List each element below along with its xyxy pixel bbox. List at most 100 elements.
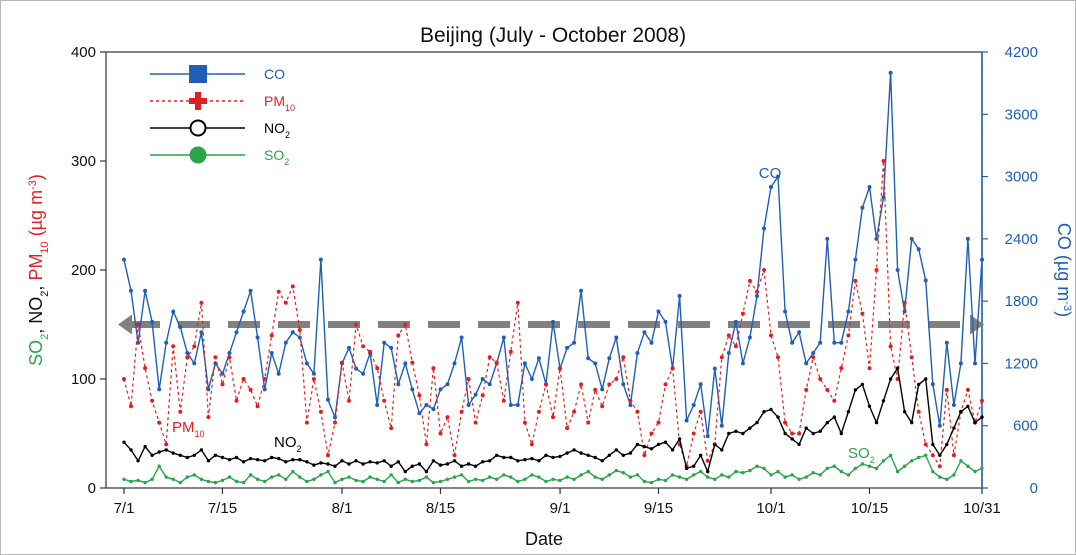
data-point xyxy=(797,330,802,335)
data-point xyxy=(628,403,633,407)
data-point xyxy=(677,475,682,479)
data-point xyxy=(917,455,921,460)
data-point xyxy=(565,475,569,479)
data-point xyxy=(790,473,794,477)
data-point xyxy=(410,360,415,365)
data-point xyxy=(129,448,133,452)
data-point xyxy=(480,377,485,381)
data-point xyxy=(206,459,211,463)
data-point xyxy=(220,371,225,376)
data-point xyxy=(459,335,464,340)
data-point xyxy=(670,473,675,477)
data-point xyxy=(944,387,949,392)
data-point xyxy=(614,377,619,381)
data-point xyxy=(930,453,935,458)
data-point xyxy=(424,475,429,479)
data-point xyxy=(586,453,590,457)
data-point xyxy=(502,455,506,460)
data-point xyxy=(558,454,562,459)
data-point xyxy=(326,453,330,458)
data-point xyxy=(291,458,295,462)
data-point xyxy=(769,407,773,412)
y-right-tick-label: 3000 xyxy=(1005,169,1038,186)
data-point xyxy=(410,464,414,468)
data-point xyxy=(375,403,380,407)
data-point xyxy=(600,459,604,463)
data-point xyxy=(930,382,935,387)
data-point xyxy=(382,479,386,484)
data-point xyxy=(389,345,394,350)
data-point xyxy=(734,429,738,433)
data-point xyxy=(692,473,696,477)
data-point xyxy=(481,478,485,483)
text-part: SO xyxy=(264,147,284,163)
data-point xyxy=(501,398,506,403)
data-point xyxy=(157,450,161,454)
data-point xyxy=(804,475,808,479)
data-point xyxy=(755,464,759,468)
data-point xyxy=(389,464,393,468)
data-point xyxy=(417,411,422,416)
data-point xyxy=(480,393,485,398)
y-right-tick-label: 600 xyxy=(1013,418,1038,435)
data-point xyxy=(783,475,787,479)
legend-marker-circle xyxy=(189,146,207,164)
data-point xyxy=(937,464,942,469)
data-point xyxy=(797,442,801,447)
data-point xyxy=(642,330,647,335)
data-point xyxy=(516,459,520,463)
data-point xyxy=(150,477,154,481)
data-point xyxy=(938,475,942,479)
data-point xyxy=(853,278,858,283)
data-point xyxy=(614,468,618,473)
data-point xyxy=(192,344,197,349)
legend-label: SO2 xyxy=(264,147,289,167)
data-point xyxy=(150,453,154,457)
data-point xyxy=(684,477,689,481)
data-point xyxy=(698,382,703,387)
annotation-label: CO xyxy=(759,165,782,182)
text-part: CO xyxy=(759,165,782,182)
data-point xyxy=(473,464,478,468)
data-point xyxy=(382,459,386,463)
data-point xyxy=(424,442,429,447)
y-label-part: SO xyxy=(26,340,46,366)
data-point xyxy=(143,444,147,449)
annotation-label: PM10 xyxy=(172,419,205,439)
data-point xyxy=(304,420,309,425)
data-point xyxy=(635,351,640,355)
x-tick-label: 9/1 xyxy=(550,500,571,517)
data-point xyxy=(691,431,696,436)
data-point xyxy=(860,382,865,387)
reference-arrow-left xyxy=(118,314,132,335)
data-point xyxy=(178,453,182,457)
data-point xyxy=(263,479,267,484)
data-point xyxy=(853,388,858,392)
data-point xyxy=(888,344,893,349)
data-point xyxy=(705,458,710,463)
data-point xyxy=(431,407,436,412)
data-point xyxy=(122,477,126,481)
data-point xyxy=(762,466,766,471)
data-point xyxy=(206,415,211,420)
data-point xyxy=(530,473,534,477)
data-point xyxy=(523,477,527,481)
data-point xyxy=(333,464,337,468)
data-point xyxy=(192,453,196,457)
data-point xyxy=(579,451,583,455)
data-point xyxy=(945,477,949,481)
data-point xyxy=(952,426,956,430)
data-point xyxy=(818,429,822,433)
data-point xyxy=(466,377,471,381)
data-point xyxy=(586,356,591,361)
data-point xyxy=(727,475,731,479)
data-point xyxy=(326,462,330,466)
data-point xyxy=(523,458,527,462)
data-point xyxy=(959,410,963,414)
data-point xyxy=(185,455,189,460)
data-point xyxy=(720,473,724,477)
data-point xyxy=(698,409,703,414)
data-point xyxy=(860,205,865,210)
data-point xyxy=(326,469,330,474)
data-point xyxy=(910,420,914,425)
